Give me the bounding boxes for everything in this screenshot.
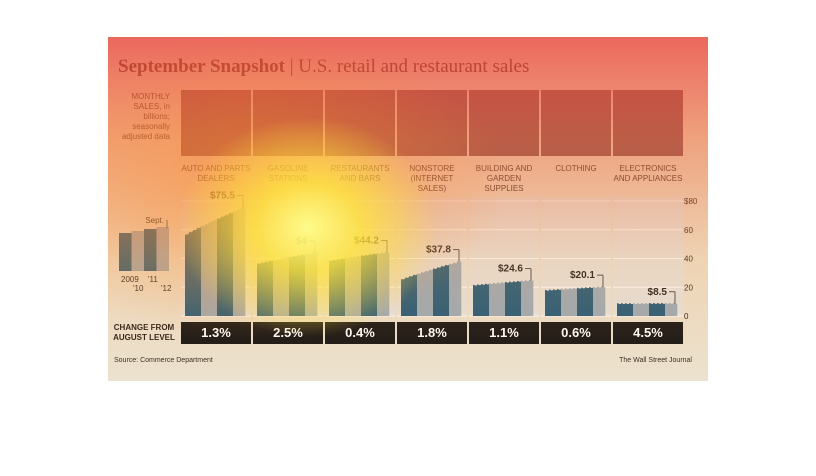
value-label: $4	[296, 236, 308, 247]
sample-x-tick: '12	[161, 284, 172, 293]
series-bar	[315, 252, 318, 316]
title-rest: | U.S. retail and restaurant sales	[289, 56, 530, 77]
sample-bar	[131, 231, 144, 271]
sample-x-tick: 2009	[121, 275, 139, 284]
value-label: $44.2	[354, 235, 379, 246]
change-value: 2.5%	[253, 322, 323, 344]
chart-title: September Snapshot | U.S. retail and res…	[118, 56, 529, 78]
series-bar	[675, 303, 678, 316]
value-label: $24.6	[498, 264, 523, 275]
y-tick-label: 0	[684, 312, 689, 321]
y-tick-label: 60	[684, 226, 693, 235]
series-bar	[459, 261, 462, 316]
change-value: 1.3%	[181, 322, 251, 344]
value-label: $20.1	[570, 270, 595, 281]
y-tick-label: 20	[684, 283, 693, 292]
series-bar	[243, 207, 246, 316]
value-label: $8.5	[648, 287, 668, 298]
source-note: Source: Commerce Department	[114, 357, 213, 364]
change-value: 1.8%	[397, 322, 467, 344]
series-bar	[531, 280, 534, 316]
y-tick-label: 40	[684, 255, 693, 264]
sample-bar	[156, 227, 169, 271]
y-tick-label: $80	[684, 197, 698, 206]
sample-label: Sept.	[145, 216, 164, 225]
change-value: 0.4%	[325, 322, 395, 344]
value-label: $75.5	[210, 190, 235, 201]
units-note: MONTHLY SALES, in billions; seasonally a…	[121, 92, 170, 141]
sample-bar	[119, 233, 132, 271]
column-panel	[613, 197, 683, 316]
change-label: CHANGE FROM AUGUST LEVEL	[113, 323, 175, 342]
value-label: $37.8	[426, 245, 451, 256]
title-bold: September Snapshot	[118, 56, 285, 77]
change-value: 1.1%	[469, 322, 539, 344]
series-bar	[387, 252, 390, 316]
sample-x-tick: '10	[133, 284, 144, 293]
change-value: 0.6%	[541, 322, 611, 344]
sample-bar	[144, 229, 157, 271]
sample-x-tick: '11	[148, 275, 158, 284]
change-value: 4.5%	[613, 322, 683, 344]
credit-note: The Wall Street Journal	[619, 357, 692, 364]
series-bar	[603, 287, 606, 316]
